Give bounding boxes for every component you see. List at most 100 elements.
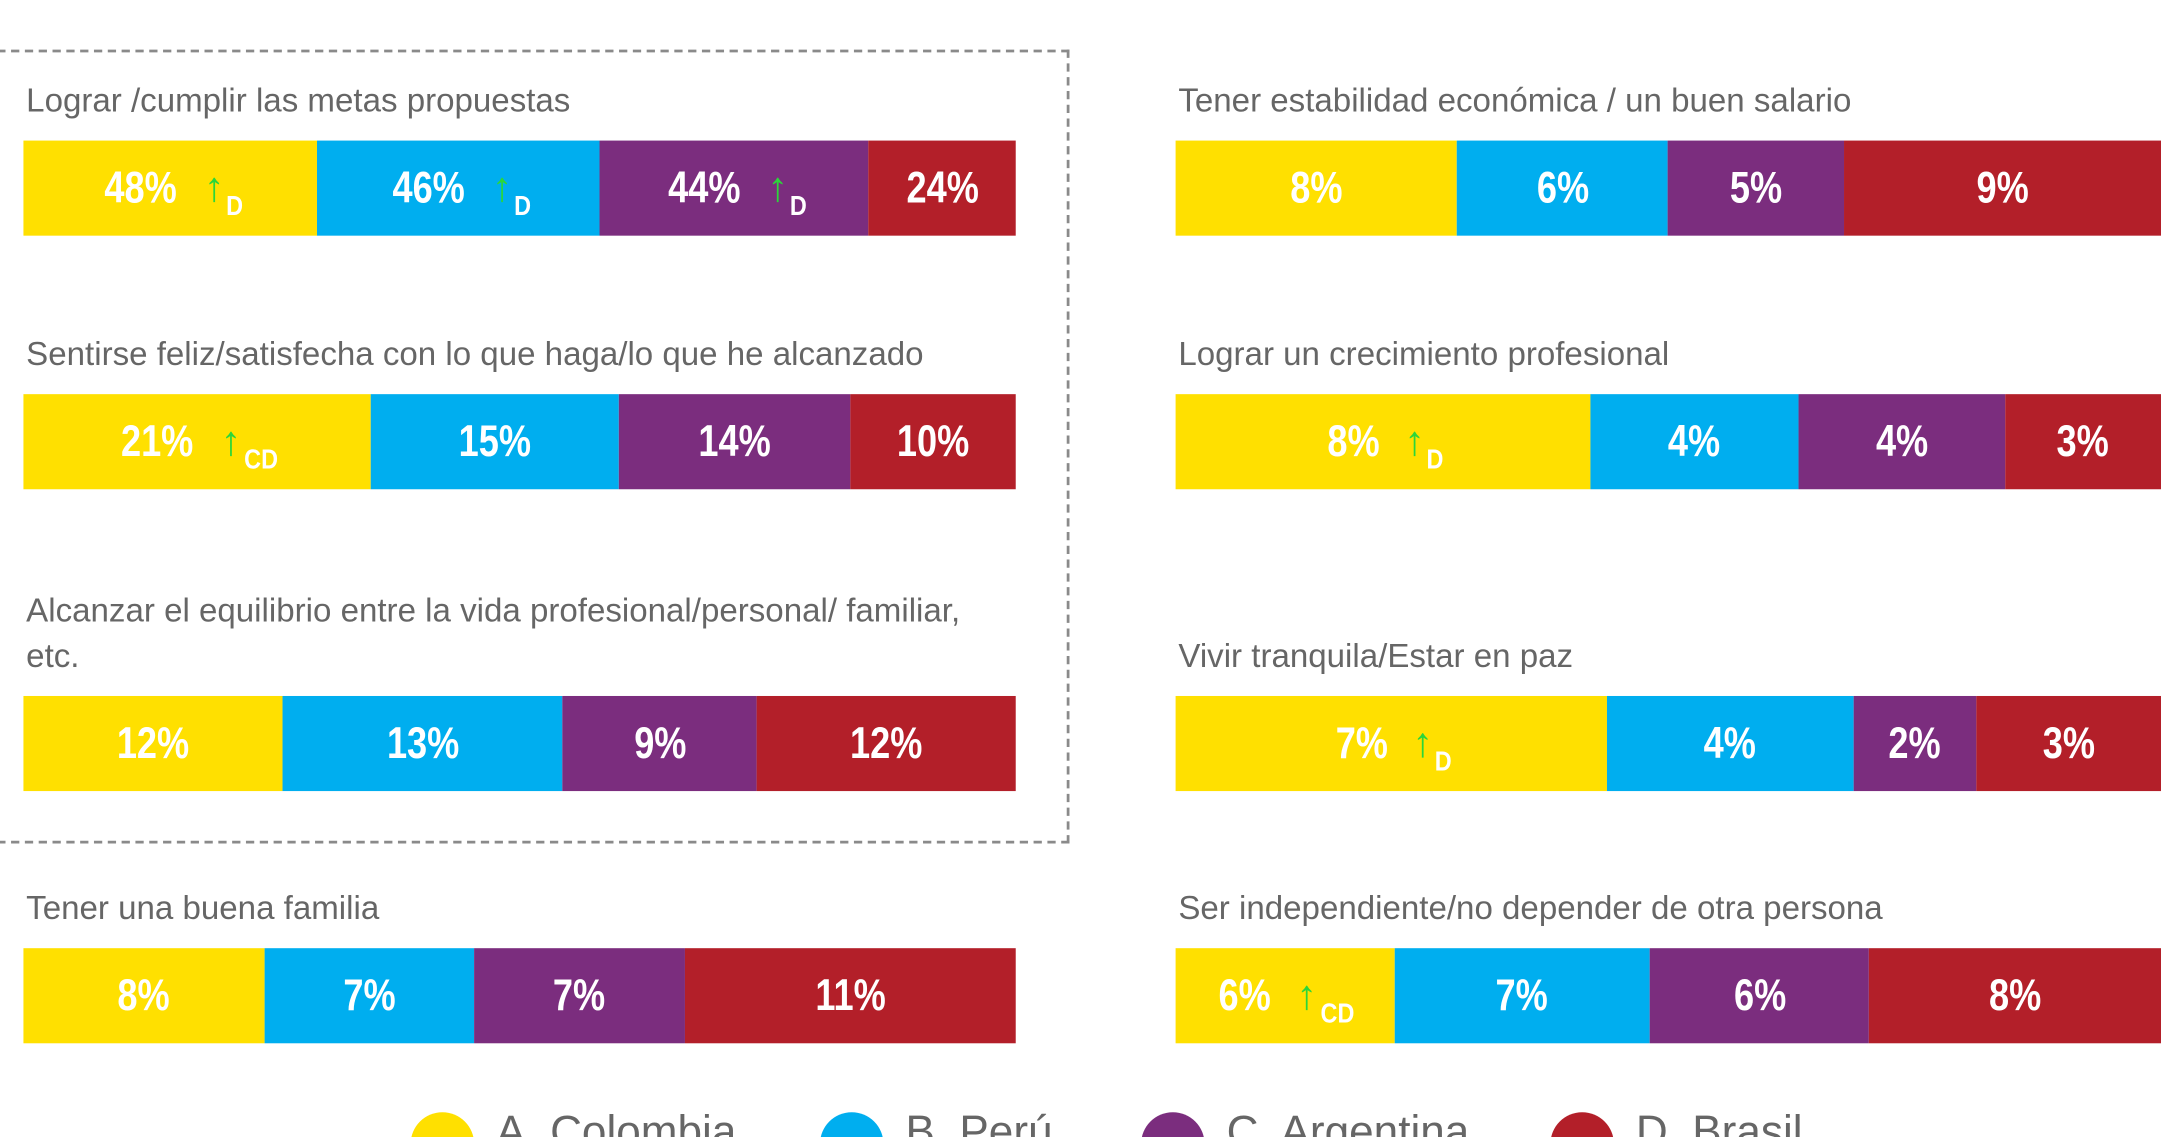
data-label: 8% (1988, 970, 2042, 1020)
bar-segment: 4% (1590, 394, 1798, 490)
significance-marker: ↑ CD (1296, 972, 1356, 1027)
legend-swatch (1141, 1112, 1205, 1137)
legend-swatch (820, 1112, 884, 1137)
significance-label: CD (244, 444, 279, 475)
significance-marker: ↑ D (767, 164, 808, 220)
data-label: 46% (392, 162, 465, 213)
bar-segment: 44% ↑ D (599, 140, 869, 236)
stacked-bar: 6% ↑ CD 7% 6% 8% (1175, 948, 2161, 1044)
significance-label: D (1426, 444, 1444, 475)
bar-segment: 8% (1175, 140, 1458, 236)
data-label: 2% (1888, 718, 1941, 768)
significance-label: D (1434, 746, 1452, 777)
category-label: Ser independiente/no depender de otra pe… (1178, 890, 1883, 928)
data-label: 10% (896, 416, 970, 466)
data-label: 12% (116, 718, 190, 768)
category-label: Tener una buena familia (26, 890, 380, 928)
category-label: Sentirse feliz/satisfecha con lo que hag… (26, 336, 924, 374)
significance-arrow: ↑ (203, 164, 225, 211)
bar-segment: 8% ↑ D (1175, 394, 1591, 490)
legend-item: C. Argentina (1141, 1109, 1469, 1137)
significance-marker: ↑ D (1404, 418, 1445, 473)
data-label: 3% (2057, 416, 2110, 466)
bar-segment: 7% (1394, 948, 1651, 1044)
data-label: 7% (1496, 970, 1549, 1020)
bar-segment: 8% (1868, 948, 2161, 1044)
bar-segment: 6% (1650, 948, 1869, 1044)
data-label: 48% (104, 162, 177, 213)
data-label: 8% (117, 970, 170, 1020)
bar-segment: 3% (2005, 394, 2161, 490)
bar-segment: 7% (263, 948, 475, 1044)
bar-segment: 2% (1853, 695, 1977, 792)
stacked-bar: 12% 13% 9% 12% (23, 695, 1016, 792)
bar-segment: 4% (1606, 695, 1854, 792)
category-label: Tener estabilidad económica / un buen sa… (1178, 82, 1852, 120)
data-label: 6% (1536, 162, 1589, 213)
legend-item: A. Colombia (410, 1106, 737, 1137)
data-label: 6% (1219, 970, 1272, 1020)
category-label: Vivir tranquila/Estar en paz (1178, 638, 1574, 676)
data-label: 14% (698, 416, 771, 466)
significance-label: D (513, 190, 531, 222)
significance-arrow: ↑ (220, 418, 242, 464)
data-label: 24% (905, 162, 979, 213)
data-label: 3% (2042, 718, 2095, 768)
bar-segment: 48% ↑ D (23, 140, 318, 236)
data-label: 13% (386, 718, 459, 768)
significance-arrow: ↑ (1296, 972, 1318, 1018)
significance-arrow: ↑ (767, 164, 789, 211)
stacked-bar: 21% ↑ CD 15% 14% 10% (23, 394, 1016, 490)
bar-segment: 6% ↑ CD (1175, 948, 1395, 1044)
data-label: 12% (850, 718, 923, 768)
significance-label: D (789, 190, 807, 222)
bar-segment: 5% (1668, 140, 1845, 236)
data-label: 8% (1326, 416, 1380, 466)
data-label: 15% (458, 416, 531, 466)
data-label: 44% (667, 162, 741, 213)
bar-segment: 4% (1797, 394, 2006, 490)
legend-swatch (1550, 1112, 1614, 1137)
data-label: 4% (1668, 416, 1721, 466)
data-label: 5% (1730, 162, 1783, 213)
bar-segment: 12% (23, 695, 283, 792)
stacked-bar: 8% ↑ D 4% 4% 3% (1175, 394, 2161, 490)
data-label: 7% (1335, 718, 1388, 768)
bar-segment: 15% (370, 394, 619, 490)
bar-segment: 9% (1844, 140, 2161, 236)
legend-label: A. Colombia (496, 1106, 737, 1137)
bar-segment: 9% (562, 695, 757, 792)
significance-arrow: ↑ (1412, 720, 1434, 766)
data-label: 8% (1290, 162, 1343, 213)
significance-label: D (226, 190, 244, 222)
bar-segment: 12% (756, 695, 1016, 792)
category-label: Alcanzar el equilibrio entre la vida pro… (26, 592, 961, 676)
data-label: 4% (1875, 416, 1928, 466)
category-label: Lograr /cumplir las metas propuestas (26, 82, 571, 120)
data-label: 4% (1703, 718, 1757, 768)
bar-segment: 6% (1457, 140, 1669, 236)
stacked-bar: 48% ↑ D 46% ↑ D 44% ↑ D 24% (23, 140, 1016, 236)
data-label: 9% (633, 718, 686, 768)
data-label: 6% (1733, 970, 1786, 1020)
bar-segment: 3% (1976, 695, 2161, 792)
bar-segment: 7% (474, 948, 685, 1044)
bar-segment: 13% (282, 695, 563, 792)
legend-label: C. Argentina (1226, 1106, 1470, 1137)
data-label: 21% (120, 416, 194, 466)
stacked-bar: 7% ↑ D 4% 2% 3% (1175, 695, 2161, 792)
bar-segment: 11% (684, 948, 1016, 1044)
significance-arrow: ↑ (1404, 418, 1425, 464)
data-label: 7% (553, 970, 606, 1020)
legend-swatch (410, 1112, 475, 1137)
data-label: 11% (815, 970, 886, 1020)
stacked-bar: 8% 7% 7% 11% (23, 948, 1016, 1044)
bar-segment: 14% (618, 394, 851, 490)
significance-marker: ↑ D (1412, 720, 1453, 775)
significance-marker: ↑ D (492, 167, 533, 220)
legend-item: B. Perú (820, 1109, 1053, 1137)
stacked-bar: 8% 6% 5% 9% (1175, 140, 2161, 236)
legend-item: D. Brasil (1550, 1109, 1803, 1137)
